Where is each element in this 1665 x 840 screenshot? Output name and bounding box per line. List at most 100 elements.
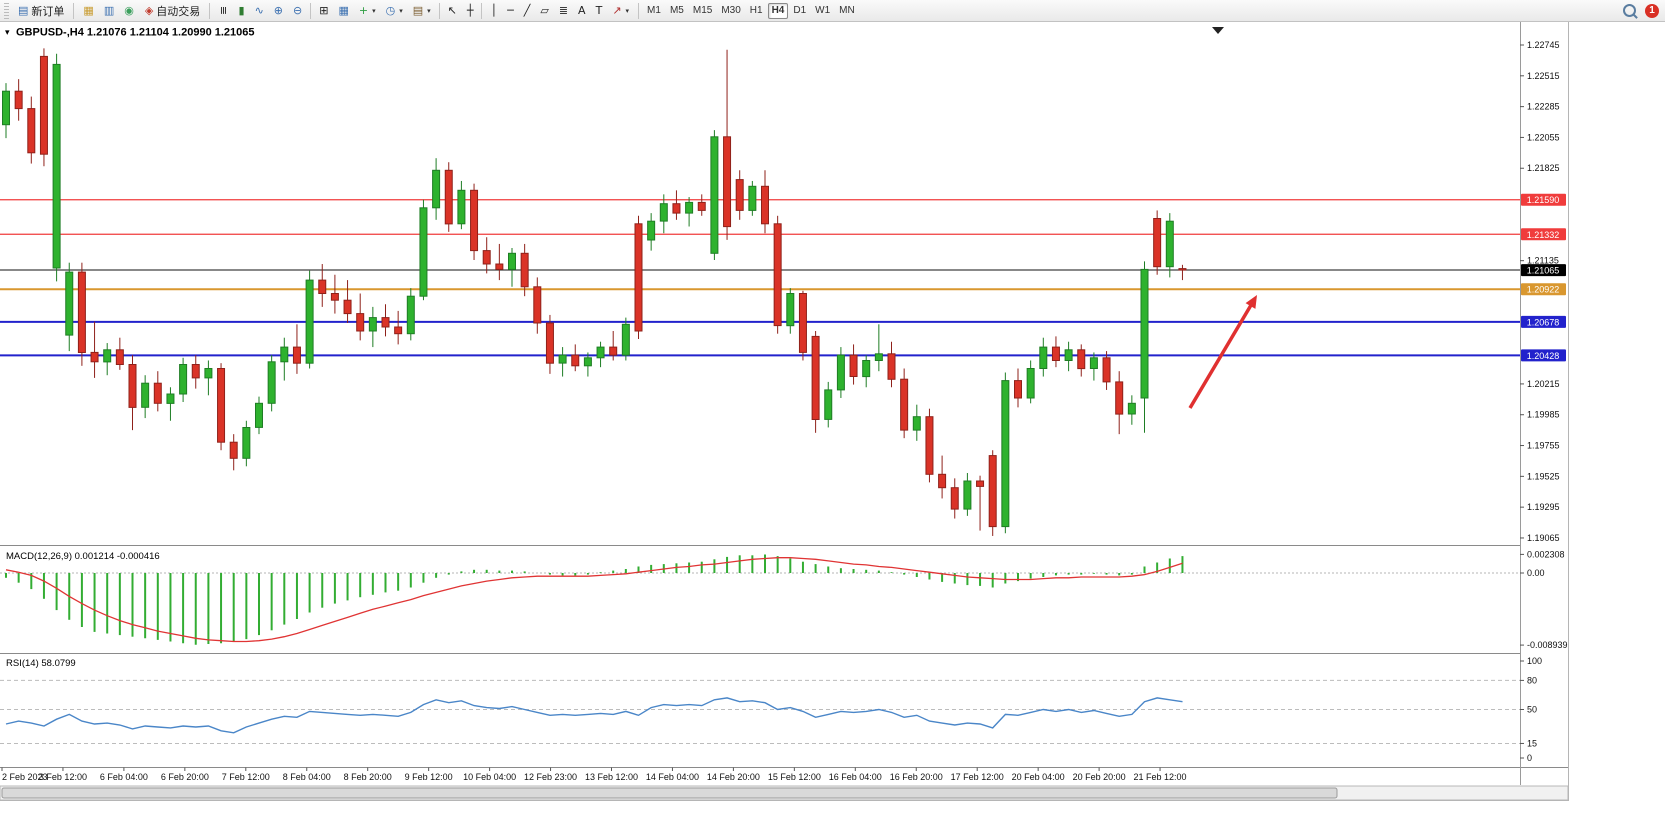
candle[interactable] <box>1102 357 1111 383</box>
candle[interactable] <box>39 55 48 155</box>
candle[interactable] <box>406 295 415 335</box>
candle[interactable] <box>495 263 504 270</box>
candlestick-series[interactable] <box>2 48 1187 536</box>
trend-arrow-annotation[interactable] <box>1188 295 1257 409</box>
candle[interactable] <box>938 473 947 489</box>
candle[interactable] <box>697 201 706 211</box>
candle[interactable] <box>1001 380 1010 528</box>
candle[interactable] <box>179 364 188 395</box>
crosshair-button[interactable]: ┼ <box>462 2 479 20</box>
candle[interactable] <box>191 364 200 379</box>
arrows-button[interactable]: ↗ ▾ <box>607 2 634 20</box>
candle[interactable] <box>685 201 694 214</box>
candle[interactable] <box>723 136 732 228</box>
line-chart-button[interactable]: ∿ <box>250 2 269 20</box>
timeframe-button-h1[interactable]: H1 <box>746 3 767 19</box>
timeframe-button-m15[interactable]: M15 <box>689 3 716 19</box>
candlestick-chart-button[interactable]: ▮ <box>234 2 250 20</box>
candle[interactable] <box>432 169 441 209</box>
horizontal-line-button[interactable]: ─ <box>502 2 519 20</box>
candle[interactable] <box>267 361 276 404</box>
candle[interactable] <box>710 136 719 254</box>
timeframe-button-m30[interactable]: M30 <box>717 3 744 19</box>
candle[interactable] <box>849 354 858 378</box>
candle[interactable] <box>596 346 605 359</box>
candle[interactable] <box>343 299 352 315</box>
candle[interactable] <box>887 353 896 380</box>
candle[interactable] <box>912 416 921 431</box>
navigator-button[interactable]: ◉ <box>119 2 139 20</box>
candle[interactable] <box>798 293 807 353</box>
candle[interactable] <box>583 357 592 367</box>
candle[interactable] <box>153 382 162 404</box>
data-window-button[interactable]: ▥ <box>99 2 119 20</box>
candle[interactable] <box>419 207 428 297</box>
new-order-button[interactable]: ▤ 新订单 <box>13 2 69 20</box>
candle[interactable] <box>824 389 833 420</box>
timeframe-button-mn[interactable]: MN <box>835 3 859 19</box>
candle[interactable] <box>90 351 99 363</box>
candle[interactable] <box>457 189 466 225</box>
period-button[interactable]: ◷ ▾ <box>381 2 408 20</box>
candle[interactable] <box>1127 402 1136 415</box>
candle[interactable] <box>318 279 327 295</box>
candle[interactable] <box>533 286 542 324</box>
candle[interactable] <box>621 323 630 356</box>
zoom-out-button[interactable]: ⊖ <box>288 2 307 20</box>
candle[interactable] <box>204 368 213 379</box>
horizontal-scrollbar[interactable] <box>0 785 1568 800</box>
candle[interactable] <box>748 185 757 211</box>
candle[interactable] <box>1165 220 1174 268</box>
price-axis[interactable]: 1.22745 1.22515 1.22285 1.22055 1.21825 1.211… <box>1520 22 1568 785</box>
candle[interactable] <box>900 378 909 431</box>
candle[interactable] <box>836 354 845 391</box>
text-button[interactable]: A <box>573 2 591 20</box>
candle[interactable] <box>976 480 985 487</box>
channel-button[interactable]: ▱ <box>535 2 553 20</box>
timeframe-button-h4[interactable]: H4 <box>767 2 789 19</box>
candle[interactable] <box>647 220 656 241</box>
template-button[interactable]: ▤ ▾ <box>408 2 436 20</box>
toolbar-grip[interactable] <box>4 2 9 19</box>
scrollbar-thumb[interactable] <box>1 787 1338 799</box>
candle[interactable] <box>925 416 934 475</box>
candle[interactable] <box>1115 381 1124 415</box>
candle[interactable] <box>280 346 289 363</box>
candle[interactable] <box>470 189 479 252</box>
candle[interactable] <box>52 63 61 269</box>
tile-windows-button[interactable]: ▦ <box>333 2 353 20</box>
candle[interactable] <box>394 326 403 335</box>
candle[interactable] <box>862 360 871 378</box>
candle[interactable] <box>368 317 377 332</box>
candle[interactable] <box>811 335 820 420</box>
candle[interactable] <box>356 313 365 332</box>
gbpusd-h4-chart[interactable]: 1.22745 1.22515 1.22285 1.22055 1.21825 1.211… <box>0 22 1568 800</box>
candle[interactable] <box>761 185 769 225</box>
candle[interactable] <box>558 354 567 364</box>
candle[interactable] <box>1140 268 1149 399</box>
candle[interactable] <box>166 393 175 404</box>
candle[interactable] <box>1178 268 1187 271</box>
candle[interactable] <box>381 317 390 328</box>
candle[interactable] <box>659 203 668 222</box>
auto-trading-button[interactable]: ◈ 自动交易 <box>140 2 205 20</box>
candle[interactable] <box>27 108 36 154</box>
candle[interactable] <box>77 271 86 354</box>
candle[interactable] <box>217 368 226 443</box>
candle[interactable] <box>1039 346 1048 370</box>
candle[interactable] <box>520 252 529 288</box>
market-watch-button[interactable]: ▦ <box>78 2 98 20</box>
new-window-button[interactable]: ⊞ <box>314 2 333 20</box>
chart-menu-caret[interactable]: ▾ <box>5 28 10 38</box>
trendline-button[interactable]: ╱ <box>519 2 536 20</box>
candle[interactable] <box>874 353 883 361</box>
ohlc-bars-button[interactable]: ≡ <box>214 2 233 20</box>
candle[interactable] <box>255 402 263 428</box>
vertical-line-button[interactable]: │ <box>485 2 502 20</box>
candle[interactable] <box>482 250 491 265</box>
candle[interactable] <box>1064 349 1073 361</box>
candle[interactable] <box>786 293 795 327</box>
candle[interactable] <box>1026 368 1035 399</box>
candle[interactable] <box>672 203 681 214</box>
